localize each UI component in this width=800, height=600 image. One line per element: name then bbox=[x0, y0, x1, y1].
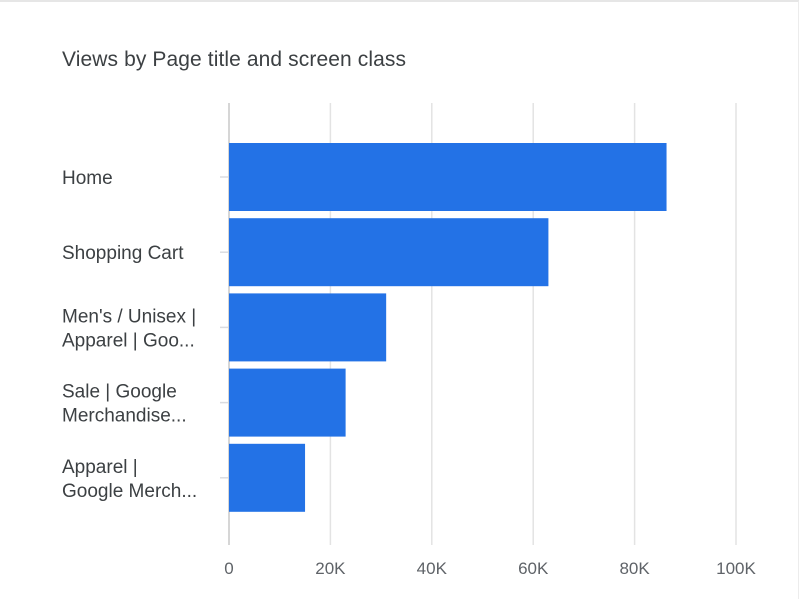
category-label-4: Apparel | Google Merch... bbox=[62, 457, 197, 502]
bar-3[interactable] bbox=[229, 368, 346, 437]
bar-0[interactable] bbox=[229, 143, 667, 211]
category-label-0: Home bbox=[62, 168, 113, 189]
x-tick-label-80K: 80K bbox=[619, 559, 650, 578]
bar-1[interactable] bbox=[229, 218, 549, 287]
category-label-1: Shopping Cart bbox=[62, 243, 184, 264]
x-tick-label-60K: 60K bbox=[518, 559, 549, 578]
chart-title: Views by Page title and screen class bbox=[62, 48, 407, 71]
x-tick-label-40K: 40K bbox=[417, 559, 448, 578]
bar-4[interactable] bbox=[229, 443, 306, 512]
x-tick-labels: 0 20K 40K 60K 80K 100K bbox=[224, 559, 756, 578]
category-labels: Home Shopping Cart Men's / Unisex | Apparel… bbox=[62, 168, 228, 502]
x-tick-label-20K: 20K bbox=[315, 559, 346, 578]
bars bbox=[229, 143, 667, 512]
category-label-2: Men's / Unisex | Apparel | Goo... bbox=[62, 306, 196, 351]
category-label-3: Sale | Google Merchandise... bbox=[62, 382, 187, 427]
x-tick-label-0: 0 bbox=[224, 559, 233, 578]
bar-2[interactable] bbox=[229, 293, 387, 362]
x-tick-label-100K: 100K bbox=[716, 559, 756, 578]
